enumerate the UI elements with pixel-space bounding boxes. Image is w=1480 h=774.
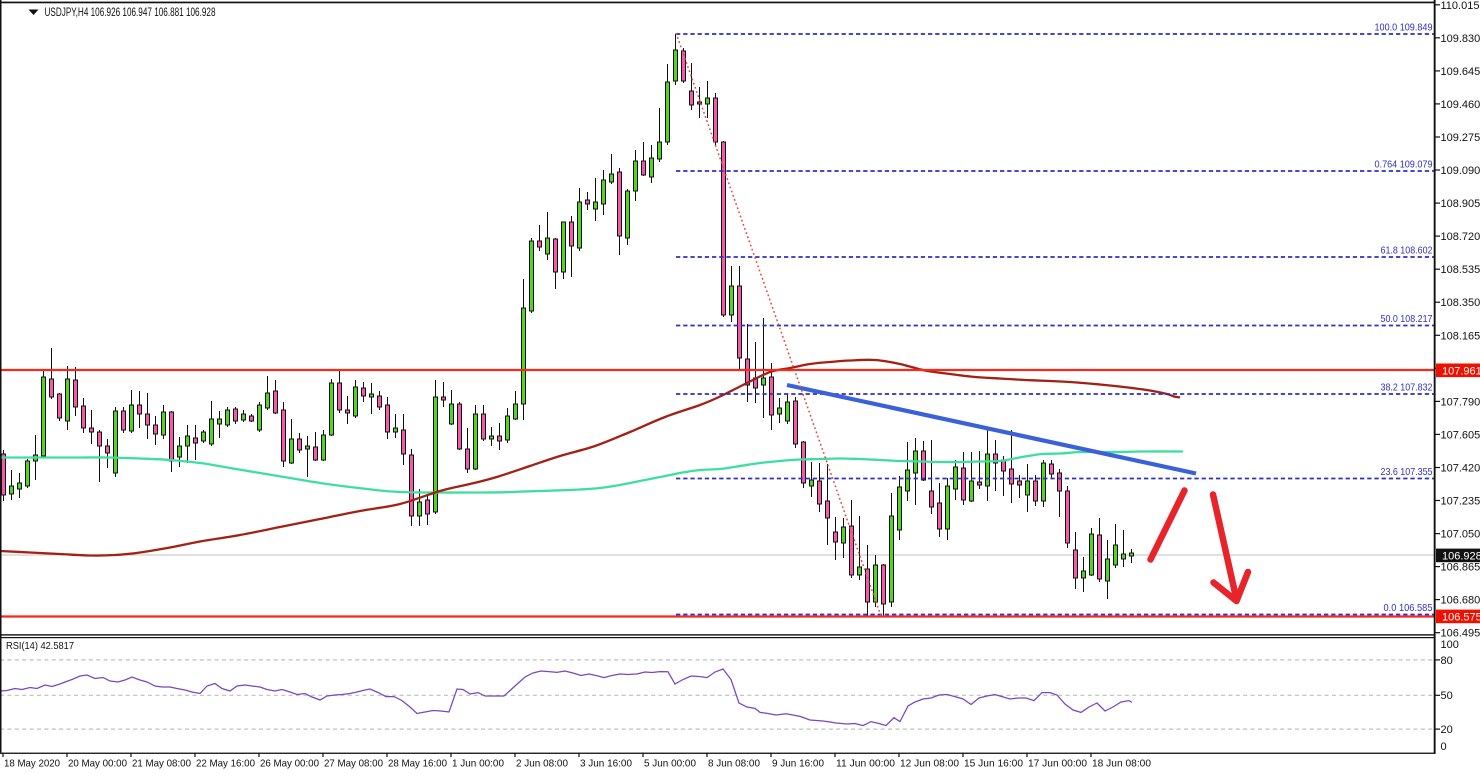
svg-text:0: 0 xyxy=(1441,741,1447,753)
svg-text:27 May 08:00: 27 May 08:00 xyxy=(324,758,383,770)
svg-text:2 Jun 08:00: 2 Jun 08:00 xyxy=(516,758,568,770)
svg-text:USDJPY,H4 106.926 106.947 106: USDJPY,H4 106.926 106.947 106.881 106.92… xyxy=(45,5,216,19)
svg-text:17 Jun 00:00: 17 Jun 00:00 xyxy=(1028,758,1087,770)
svg-text:100.0 109.849: 100.0 109.849 xyxy=(1375,22,1433,34)
svg-text:22 May 16:00: 22 May 16:00 xyxy=(196,758,255,770)
svg-text:0.0 106.585: 0.0 106.585 xyxy=(1384,602,1433,614)
svg-text:12 Jun 08:00: 12 Jun 08:00 xyxy=(900,758,959,770)
svg-text:11 Jun 00:00: 11 Jun 00:00 xyxy=(836,758,895,770)
svg-text:20: 20 xyxy=(1441,724,1453,736)
svg-text:1 Jun 00:00: 1 Jun 00:00 xyxy=(452,758,504,770)
svg-text:20 May 00:00: 20 May 00:00 xyxy=(68,758,127,770)
svg-text:109.645: 109.645 xyxy=(1441,66,1480,78)
svg-text:15 Jun 16:00: 15 Jun 16:00 xyxy=(964,758,1023,770)
svg-text:106.575: 106.575 xyxy=(1442,611,1480,623)
svg-text:18 May 2020: 18 May 2020 xyxy=(4,758,60,770)
svg-text:107.790: 107.790 xyxy=(1441,396,1480,408)
svg-text:106.680: 106.680 xyxy=(1441,595,1480,607)
svg-text:109.830: 109.830 xyxy=(1441,33,1480,45)
svg-text:28 May 16:00: 28 May 16:00 xyxy=(388,758,447,770)
svg-text:107.420: 107.420 xyxy=(1441,463,1480,475)
svg-text:9 Jun 16:00: 9 Jun 16:00 xyxy=(772,758,824,770)
svg-text:RSI(14) 42.5817: RSI(14) 42.5817 xyxy=(6,640,74,652)
svg-text:21 May 08:00: 21 May 08:00 xyxy=(132,758,191,770)
svg-text:106.495: 106.495 xyxy=(1441,628,1480,640)
svg-text:61.8 108.602: 61.8 108.602 xyxy=(1381,245,1433,257)
svg-text:80: 80 xyxy=(1441,655,1453,667)
svg-text:106.865: 106.865 xyxy=(1441,562,1480,574)
svg-text:8 Jun 08:00: 8 Jun 08:00 xyxy=(708,758,760,770)
svg-text:106.928: 106.928 xyxy=(1442,550,1480,562)
svg-text:18 Jun 08:00: 18 Jun 08:00 xyxy=(1092,758,1151,770)
svg-text:110.015: 110.015 xyxy=(1441,0,1480,12)
svg-text:109.460: 109.460 xyxy=(1441,99,1480,111)
svg-text:107.605: 107.605 xyxy=(1441,429,1480,441)
svg-text:100: 100 xyxy=(1441,639,1459,651)
svg-text:23.6 107.355: 23.6 107.355 xyxy=(1381,466,1433,478)
svg-text:5 Jun 00:00: 5 Jun 00:00 xyxy=(644,758,696,770)
svg-text:0.764 109.079: 0.764 109.079 xyxy=(1375,159,1433,171)
svg-text:26 May 00:00: 26 May 00:00 xyxy=(260,758,319,770)
svg-text:3 Jun 16:00: 3 Jun 16:00 xyxy=(580,758,632,770)
svg-text:50: 50 xyxy=(1441,690,1453,702)
svg-text:108.165: 108.165 xyxy=(1441,330,1480,342)
svg-text:109.090: 109.090 xyxy=(1441,165,1480,177)
svg-text:108.350: 108.350 xyxy=(1441,297,1480,309)
svg-text:107.961: 107.961 xyxy=(1442,365,1480,377)
svg-text:109.275: 109.275 xyxy=(1441,132,1480,144)
svg-text:107.050: 107.050 xyxy=(1441,529,1480,541)
svg-text:107.235: 107.235 xyxy=(1441,496,1480,508)
svg-text:50.0 108.217: 50.0 108.217 xyxy=(1381,313,1433,325)
svg-text:108.905: 108.905 xyxy=(1441,198,1480,210)
svg-text:38.2 107.832: 38.2 107.832 xyxy=(1381,382,1433,394)
svg-text:108.535: 108.535 xyxy=(1441,264,1480,276)
svg-text:108.720: 108.720 xyxy=(1441,231,1480,243)
